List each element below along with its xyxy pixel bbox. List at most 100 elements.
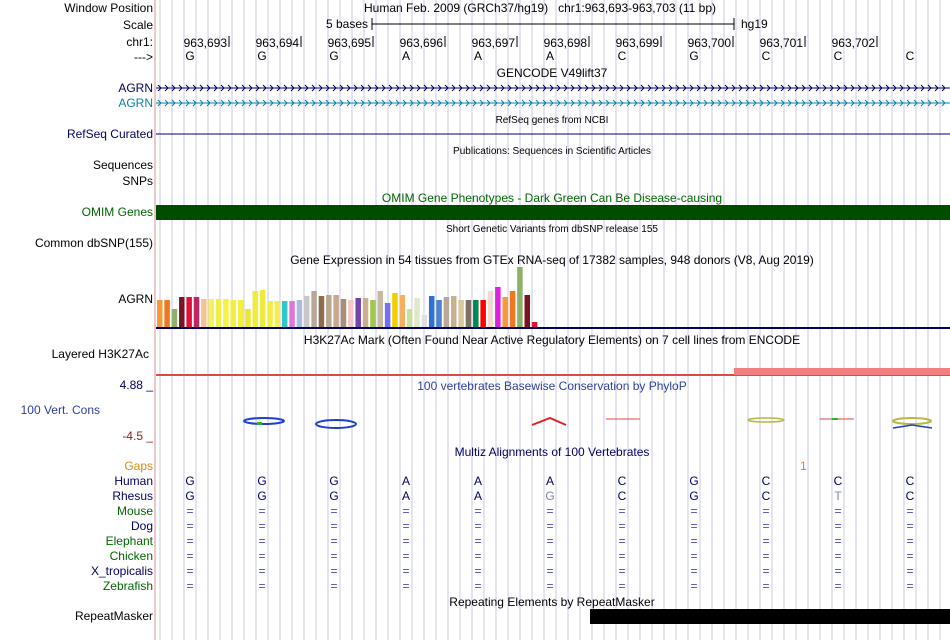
alignment-base: C	[617, 474, 627, 488]
species-label-zebrafish[interactable]: Zebrafish	[102, 579, 153, 593]
alignment-base: =	[762, 579, 770, 593]
gaps-count: 1	[800, 459, 807, 473]
alignment-base: =	[258, 549, 266, 563]
coordinate-label: 963,701	[759, 36, 803, 50]
gtex-tissue-bar	[370, 300, 376, 327]
gtex-tissue-bar	[392, 293, 398, 327]
species-label-human[interactable]: Human	[114, 474, 153, 488]
refseq-curated-label[interactable]: RefSeq Curated	[66, 127, 153, 141]
repeatmasker-label[interactable]: RepeatMasker	[74, 609, 153, 623]
species-label-dog[interactable]: Dog	[130, 519, 153, 533]
scale-text: 5 bases	[325, 17, 368, 31]
gtex-tissue-bar	[377, 291, 383, 327]
alignment-base: A	[473, 489, 483, 503]
gtex-tissue-bar	[406, 309, 413, 327]
dbsnp-track-title[interactable]: Short Genetic Variants from dbSNP releas…	[446, 224, 658, 235]
logo-g-1	[243, 417, 285, 425]
agrn-gene-label-2[interactable]: AGRN	[118, 96, 153, 110]
publications-track-title[interactable]: Publications: Sequences in Scientific Ar…	[453, 146, 651, 157]
alignment-base: =	[906, 579, 914, 593]
alignment-base: =	[258, 579, 266, 593]
alignment-base: =	[690, 564, 698, 578]
coordinate-label: 963,702	[831, 36, 875, 50]
alignment-base: =	[330, 579, 338, 593]
alignment-base: C	[761, 489, 771, 503]
alignment-base: C	[617, 489, 627, 503]
scale-bar	[371, 18, 735, 30]
coordinate-label: 963,695	[327, 36, 371, 50]
coordinate-label: 963,700	[687, 36, 731, 50]
gencode-track-title[interactable]: GENCODE V49lift37	[496, 66, 608, 80]
alignment-base: =	[906, 519, 914, 533]
gtex-tissue-bar	[517, 267, 523, 327]
alignment-base: =	[186, 579, 194, 593]
reference-base: G	[185, 49, 195, 63]
gtex-tissue-bar	[201, 299, 207, 327]
species-label-mouse[interactable]: Mouse	[116, 504, 153, 518]
alignment-base: =	[258, 504, 266, 518]
refseq-track-title[interactable]: RefSeq genes from NCBI	[495, 115, 609, 126]
alignment-base: =	[402, 504, 410, 518]
gaps-label[interactable]: Gaps	[124, 459, 153, 473]
strand-arrow-label[interactable]: --->	[134, 50, 153, 64]
alignment-base: =	[618, 579, 626, 593]
alignment-base: =	[690, 579, 698, 593]
phylop-logos[interactable]	[243, 416, 933, 429]
reference-base: C	[833, 49, 843, 63]
species-label-rhesus[interactable]: Rhesus	[112, 489, 153, 503]
repeatmasker-element[interactable]	[590, 609, 950, 624]
common-dbsnp-label[interactable]: Common dbSNP(155)	[34, 236, 153, 250]
gtex-track-title[interactable]: Gene Expression in 54 tissues from GTEx …	[290, 253, 814, 267]
coordinate-label: 963,697	[471, 36, 515, 50]
gtex-tissue-bar	[502, 297, 508, 327]
vert-cons-label[interactable]: 100 Vert. Cons	[20, 403, 100, 417]
alignment-base: =	[690, 534, 698, 548]
coordinate-label: 963,696	[399, 36, 443, 50]
gtex-tissue-bar	[451, 296, 457, 327]
phylop-track-title[interactable]: 100 vertebrates Basewise Conservation by…	[417, 379, 687, 393]
layered-h3k27ac-label[interactable]: Layered H3K27Ac	[51, 347, 149, 361]
chr-label: chr1:	[126, 35, 153, 49]
gtex-tissue-bar	[384, 303, 391, 327]
alignment-base: =	[330, 519, 338, 533]
alignment-base: =	[762, 534, 770, 548]
logo-a-1	[531, 416, 567, 426]
multiz-track-title[interactable]: Multiz Alignments of 100 Vertebrates	[454, 445, 650, 459]
alignment-base: =	[618, 519, 626, 533]
reference-base: C	[905, 49, 915, 63]
species-label-elephant[interactable]: Elephant	[105, 534, 153, 548]
omim-genes-label[interactable]: OMIM Genes	[81, 205, 153, 219]
species-label-chicken[interactable]: Chicken	[109, 549, 153, 563]
agrn-gene-label-1[interactable]: AGRN	[118, 81, 153, 95]
alignment-base: C	[833, 474, 843, 488]
alignment-base: =	[186, 549, 194, 563]
species-label-x_tropicalis[interactable]: X_tropicalis	[90, 564, 153, 578]
gtex-tissue-bar	[215, 299, 222, 327]
alignment-base: =	[330, 564, 338, 578]
gtex-expression-bars[interactable]	[157, 267, 538, 327]
gtex-tissue-bar	[237, 300, 244, 327]
repeatmasker-track-title[interactable]: Repeating Elements by RepeatMasker	[449, 595, 655, 609]
alignment-base: =	[402, 549, 410, 563]
omim-track-title[interactable]: OMIM Gene Phenotypes - Dark Green Can Be…	[381, 191, 723, 205]
alignment-base: =	[690, 519, 698, 533]
alignment-base: G	[329, 489, 339, 503]
gtex-tissue-bar	[164, 300, 170, 327]
agrn-transcript-chevrons	[157, 99, 946, 107]
alignment-base: =	[834, 534, 842, 548]
coordinate-label: 963,698	[543, 36, 587, 50]
gtex-tissue-bar	[304, 296, 310, 327]
gtex-tissue-bar	[274, 301, 281, 327]
omim-gene-bar[interactable]	[156, 205, 950, 220]
gtex-tissue-bar	[223, 299, 229, 327]
h3k27ac-track-title[interactable]: H3K27Ac Mark (Often Found Near Active Re…	[303, 333, 801, 347]
snps-label[interactable]: SNPs	[122, 174, 153, 188]
alignment-base: =	[186, 564, 194, 578]
gtex-gene-label[interactable]: AGRN	[118, 292, 153, 306]
gtex-tissue-bar	[428, 296, 435, 327]
alignment-base: =	[690, 549, 698, 563]
alignment-base: G	[689, 489, 699, 503]
h3k27ac-signal-peak[interactable]	[734, 368, 950, 375]
sequences-label[interactable]: Sequences	[92, 158, 153, 172]
